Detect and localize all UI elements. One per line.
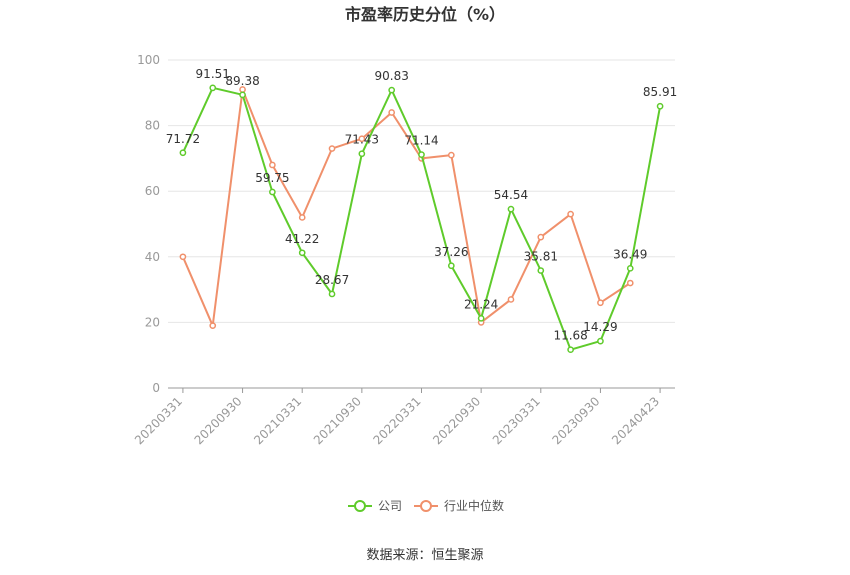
data-label: 21.24 <box>464 297 498 311</box>
source-note: 数据来源：恒生聚源 <box>366 548 483 563</box>
y-tick-label: 80 <box>145 119 160 133</box>
data-point-company <box>328 290 336 298</box>
data-point-industry-median <box>507 296 515 303</box>
data-point-industry-median <box>328 145 336 152</box>
x-tick-label: 20220930 <box>430 394 483 447</box>
data-point-company <box>388 86 396 94</box>
x-tick-label: 20200930 <box>192 394 245 447</box>
data-label: 14.29 <box>583 320 617 334</box>
y-tick-label: 100 <box>137 53 160 67</box>
data-point-company <box>239 91 246 99</box>
data-point-industry-median <box>447 151 455 159</box>
data-label: 91.51 <box>196 67 230 81</box>
data-point-industry-median <box>626 279 634 287</box>
data-point-company <box>597 337 604 345</box>
data-label: 90.83 <box>374 69 408 83</box>
data-point-company <box>447 262 455 270</box>
data-label: 85.91 <box>643 85 677 99</box>
data-point-industry-median <box>388 109 396 116</box>
x-tick-label: 20210930 <box>311 394 364 447</box>
legend-label: 公司 <box>378 499 402 513</box>
data-point-company <box>358 150 366 158</box>
legend-item-industry-median[interactable]: 行业中位数 <box>414 498 504 513</box>
y-tick-label: 20 <box>145 315 160 329</box>
data-point-company <box>626 264 634 272</box>
data-point-company <box>656 102 664 110</box>
data-point-industry-median <box>298 214 306 221</box>
legend-marker <box>354 500 366 512</box>
data-label: 37.26 <box>434 245 468 259</box>
data-label: 36.49 <box>613 247 647 261</box>
data-point-industry-median <box>179 253 187 261</box>
data-label: 89.38 <box>225 74 259 88</box>
x-tick-label: 20200331 <box>132 394 185 447</box>
data-point-company <box>298 249 306 257</box>
data-point-industry-median <box>209 322 217 330</box>
data-label: 59.75 <box>255 171 289 185</box>
legend-marker <box>420 500 432 512</box>
y-tick-label: 60 <box>145 184 160 198</box>
x-axis: 20200331 20200930 20210331 20210930 20220331… <box>132 387 675 447</box>
legend-label: 行业中位数 <box>444 498 504 513</box>
y-axis: 0 20 40 60 80 100 <box>137 53 160 395</box>
data-label: 71.14 <box>404 134 438 148</box>
data-point-company <box>418 151 425 159</box>
y-tick-label: 40 <box>145 250 160 264</box>
series-line-industry-median <box>181 88 631 327</box>
x-tick-label: 20210331 <box>251 394 304 447</box>
data-point-company <box>537 267 545 274</box>
y-tick-label: 0 <box>152 381 160 395</box>
data-point-industry-median <box>358 135 366 143</box>
series-line-company <box>181 86 662 351</box>
data-label: 71.43 <box>345 133 379 147</box>
data-point-company <box>179 149 187 157</box>
data-label: 41.22 <box>285 232 319 246</box>
data-point-company <box>269 188 276 196</box>
data-label: 11.68 <box>553 329 587 343</box>
x-tick-label: 20220331 <box>371 394 424 447</box>
data-point-company <box>567 346 574 354</box>
data-label: 35.81 <box>524 250 558 264</box>
x-tick-label: 20230930 <box>549 394 602 447</box>
data-point-company <box>477 314 485 322</box>
data-point-company <box>209 84 217 92</box>
data-point-company <box>507 205 515 213</box>
legend-item-company[interactable]: 公司 <box>348 499 402 513</box>
data-label: 28.67 <box>315 273 349 287</box>
legend[interactable]: 公司 行业中位数 <box>348 498 504 513</box>
data-point-industry-median <box>567 210 574 218</box>
x-tick-label: 20230331 <box>490 394 543 447</box>
series-lines <box>179 84 664 354</box>
data-label: 54.54 <box>494 188 528 202</box>
data-point-industry-median <box>537 233 545 241</box>
data-point-industry-median <box>269 161 276 169</box>
x-tick-label: 20240423 <box>609 394 662 447</box>
data-label: 71.72 <box>166 132 200 146</box>
data-point-industry-median <box>597 299 604 307</box>
chart-title: 市盈率历史分位（%） <box>345 5 505 24</box>
